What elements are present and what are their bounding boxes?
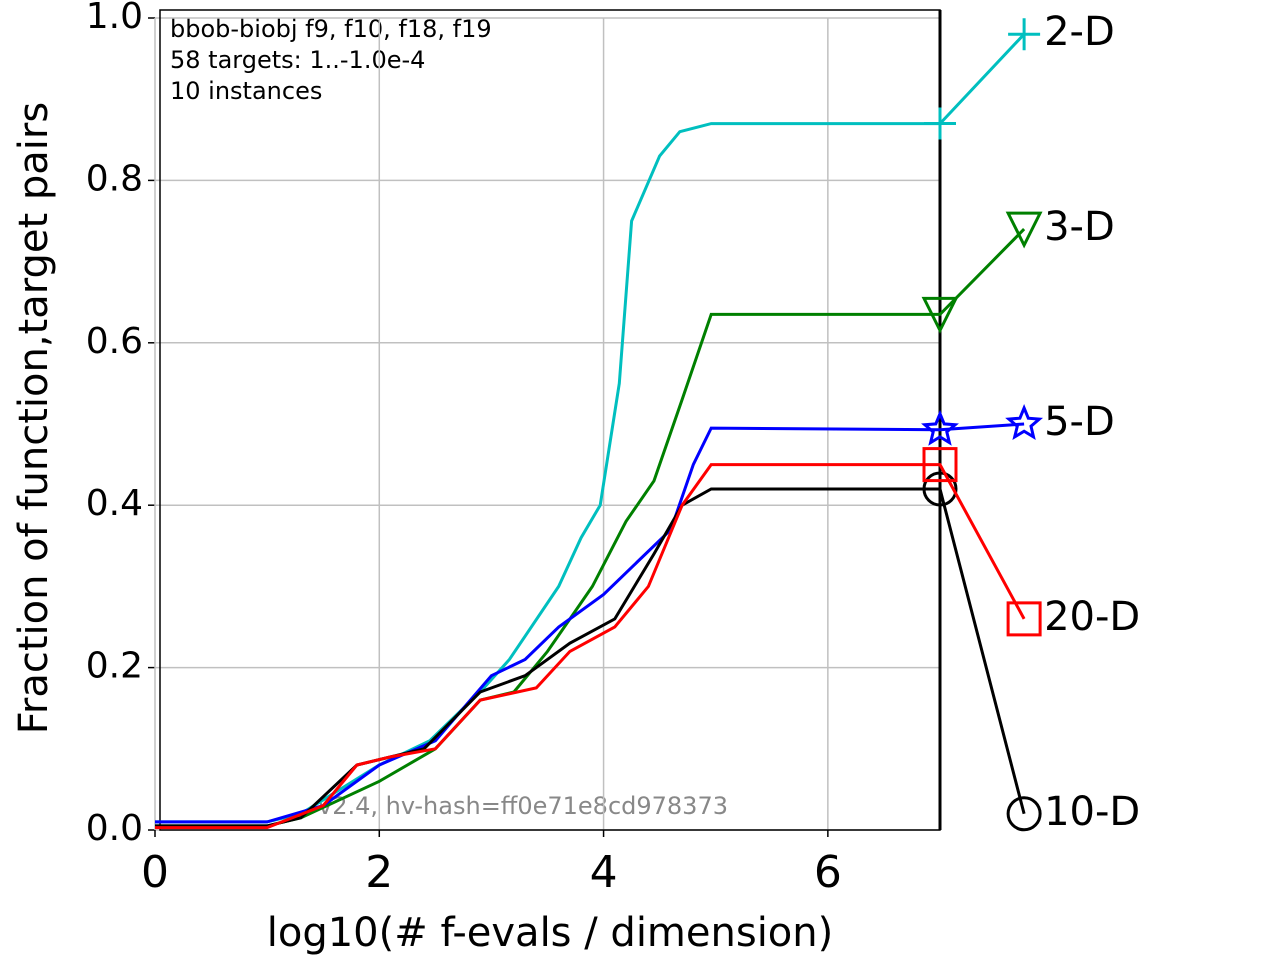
x-tick-label: 4: [590, 847, 618, 898]
series-line: [155, 487, 1026, 828]
series-line: [155, 422, 1025, 824]
marker: [922, 471, 958, 507]
legend-label: 10-D: [1044, 789, 1140, 835]
marker: [1005, 211, 1043, 249]
marker: [921, 409, 959, 446]
watermark: v2.4, hv-hash=ff0e71e8cd978373: [318, 792, 728, 820]
y-axis-label: Fraction of function,target pairs: [11, 102, 57, 734]
x-tick-label: 6: [814, 847, 842, 898]
legend-label: 2-D: [1044, 9, 1115, 55]
annotation: 10 instances: [170, 77, 322, 105]
legend-label: 3-D: [1044, 204, 1115, 250]
y-tick-label: 0.6: [86, 321, 143, 362]
y-tick-label: 0.8: [86, 158, 143, 199]
y-tick-label: 0.4: [86, 483, 143, 524]
y-tick-label: 1.0: [86, 0, 143, 37]
legend-label: 5-D: [1044, 399, 1115, 445]
marker: [1006, 796, 1042, 832]
series-line: [155, 228, 1026, 828]
marker: [922, 447, 958, 483]
marker: [1008, 18, 1041, 51]
legend-label: 20-D: [1044, 594, 1140, 640]
annotation: 58 targets: 1..-1.0e-4: [170, 46, 425, 74]
x-tick-label: 2: [365, 847, 393, 898]
marker: [921, 296, 959, 334]
marker: [1006, 601, 1042, 637]
plot-frame: [159, 9, 941, 831]
x-axis-label: log10(# f-evals / dimension): [267, 910, 834, 956]
y-tick-label: 0.2: [86, 646, 143, 687]
marker: [924, 107, 956, 140]
x-tick-label: 0: [141, 847, 169, 898]
series-line: [155, 463, 1026, 830]
annotation: bbob-biobj f9, f10, f18, f19: [170, 15, 492, 43]
y-tick-label: 0.0: [86, 808, 143, 849]
marker: [1005, 404, 1044, 441]
series-line: [155, 33, 1026, 824]
